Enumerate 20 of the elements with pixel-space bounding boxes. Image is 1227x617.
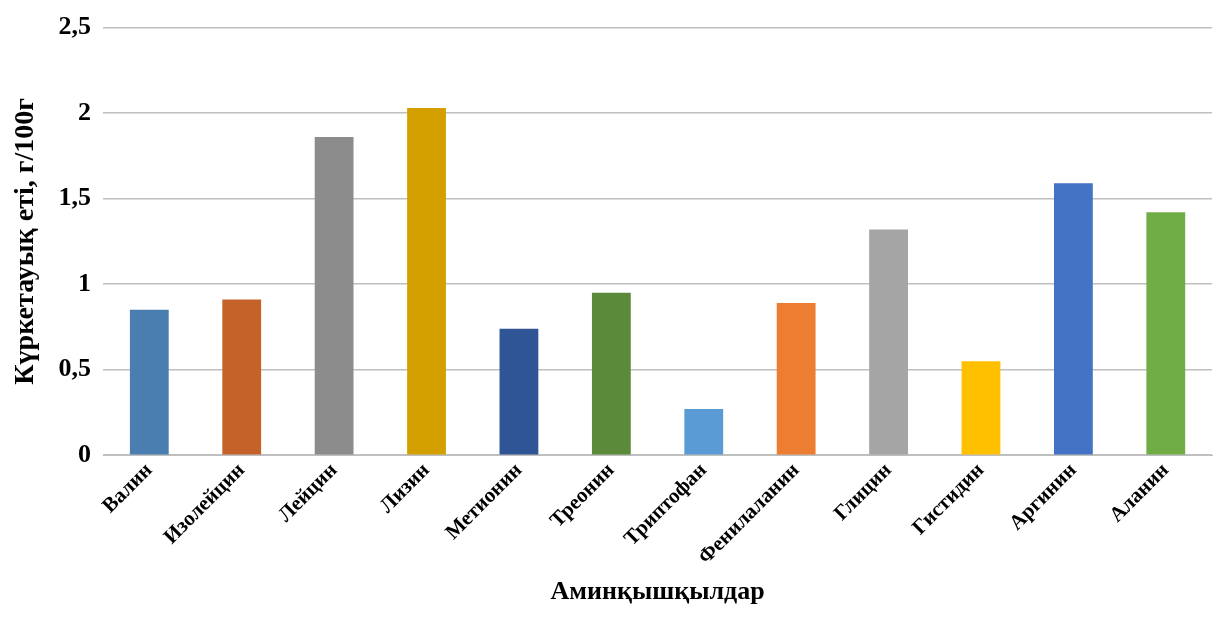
bar (407, 107, 446, 455)
x-axis-title: Аминқышқылдар (550, 576, 765, 606)
bar (591, 292, 631, 455)
y-axis-title: Күркетауық еті, г/100г (8, 98, 40, 385)
y-tick-label: 0,5 (58, 353, 92, 383)
y-tick-label: 0 (78, 438, 92, 468)
bar (776, 302, 816, 455)
bar (314, 137, 354, 455)
bar (869, 229, 908, 455)
y-tick-label: 1 (78, 267, 92, 297)
y-tick-label: 1,5 (58, 182, 92, 212)
bar (1146, 212, 1186, 455)
y-tick-label: 2,5 (58, 11, 92, 41)
y-tick-label: 2 (78, 96, 92, 126)
bar (499, 328, 539, 455)
bar (684, 409, 724, 455)
bar (222, 299, 262, 455)
bar (961, 361, 1001, 455)
bar (1053, 183, 1093, 455)
bar (129, 309, 169, 455)
